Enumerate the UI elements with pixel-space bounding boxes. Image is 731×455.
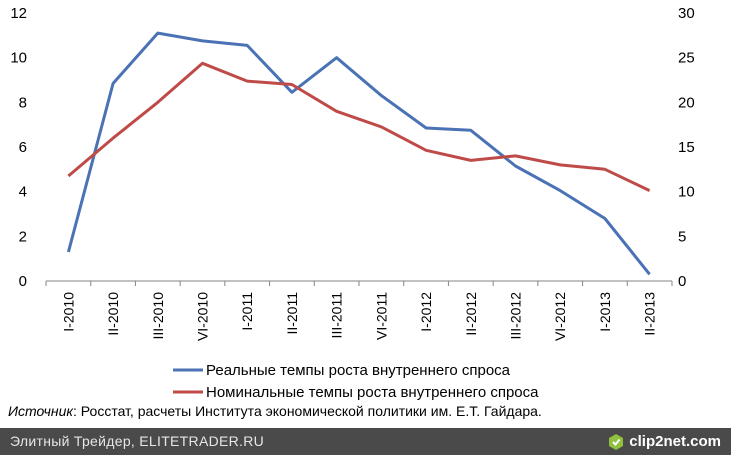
right-axis-tick-label: 25	[678, 50, 695, 67]
x-axis-tick-label: II-2012	[463, 292, 479, 336]
watermark: clip2net.com	[607, 431, 721, 452]
watermark-text: clip2net.com	[629, 433, 721, 450]
series-line	[66, 31, 651, 276]
x-axis-tick-label: VI-2010	[195, 292, 211, 341]
legend: Реальные темпы роста внутреннего спроса Н…	[173, 362, 539, 401]
right-axis-ticks: 0 5 10 15 20 25 30	[678, 5, 695, 290]
left-axis-tick-label: 0	[19, 273, 27, 290]
left-axis-ticks: 0 2 4 6 8 10 12	[10, 5, 27, 290]
source-label: Источник	[8, 403, 74, 419]
legend-label: Реальные темпы роста внутреннего спроса	[206, 362, 511, 379]
series-line	[67, 61, 651, 192]
footer-bar: Элитный Трейдер, ELITETRADER.RU clip2net…	[0, 428, 731, 455]
chart-svg: 0 2 4 6 8 10 12 0 5 10 15 20 25 30 I-2010 II-2010 III-…	[10, 5, 695, 401]
x-axis-tick-label: I-2013	[597, 292, 613, 332]
x-axis-tick-label: III-2010	[150, 292, 166, 340]
series-lines	[66, 31, 651, 276]
x-axis-tick-label: I-2010	[60, 292, 76, 332]
x-axis-tick-label: VI-2012	[552, 292, 568, 341]
x-axis-tick-label: I-2011	[239, 292, 255, 331]
x-axis-tick-label: II-2010	[105, 292, 121, 336]
x-axis-tick-label: I-2012	[418, 292, 434, 332]
right-axis-tick-label: 10	[678, 184, 695, 201]
left-axis-tick-label: 4	[19, 184, 27, 201]
right-axis-tick-label: 20	[678, 94, 695, 111]
right-axis-tick-label: 0	[678, 273, 686, 290]
x-axis-tick-label: II-2011	[284, 292, 300, 335]
right-axis-tick-label: 5	[678, 228, 686, 245]
left-axis-tick-label: 2	[19, 228, 27, 245]
right-axis-tick-label: 30	[678, 5, 695, 22]
left-axis-tick-label: 8	[19, 94, 27, 111]
x-axis-tick-label: II-2013	[642, 292, 658, 336]
legend-label: Номинальные темпы роста внутреннего спро…	[206, 384, 539, 400]
source-text: : Росстат, расчеты Института экономическ…	[73, 403, 542, 419]
footer-site-name: Элитный Трейдер, ELITETRADER.RU	[10, 433, 265, 449]
right-axis-tick-label: 15	[678, 139, 695, 156]
left-axis-tick-label: 6	[19, 139, 27, 156]
left-axis-tick-label: 10	[10, 50, 27, 67]
clip2net-logo-icon	[609, 433, 624, 450]
x-axis-tick-label: III-2011	[329, 292, 345, 339]
x-axis-ticks: I-2010 II-2010 III-2010 VI-2010 I-2011 II-201…	[60, 292, 657, 341]
chart: 0 2 4 6 8 10 12 0 5 10 15 20 25 30 I-2010 II-2010 III-…	[10, 5, 695, 401]
source-note: Источник: Росстат, расчеты Института эко…	[8, 403, 542, 419]
x-axis-tick-label: III-2012	[508, 292, 524, 340]
left-axis-tick-label: 12	[10, 5, 27, 22]
x-axis-tick-label: VI-2011	[373, 292, 389, 340]
axes	[45, 280, 673, 286]
